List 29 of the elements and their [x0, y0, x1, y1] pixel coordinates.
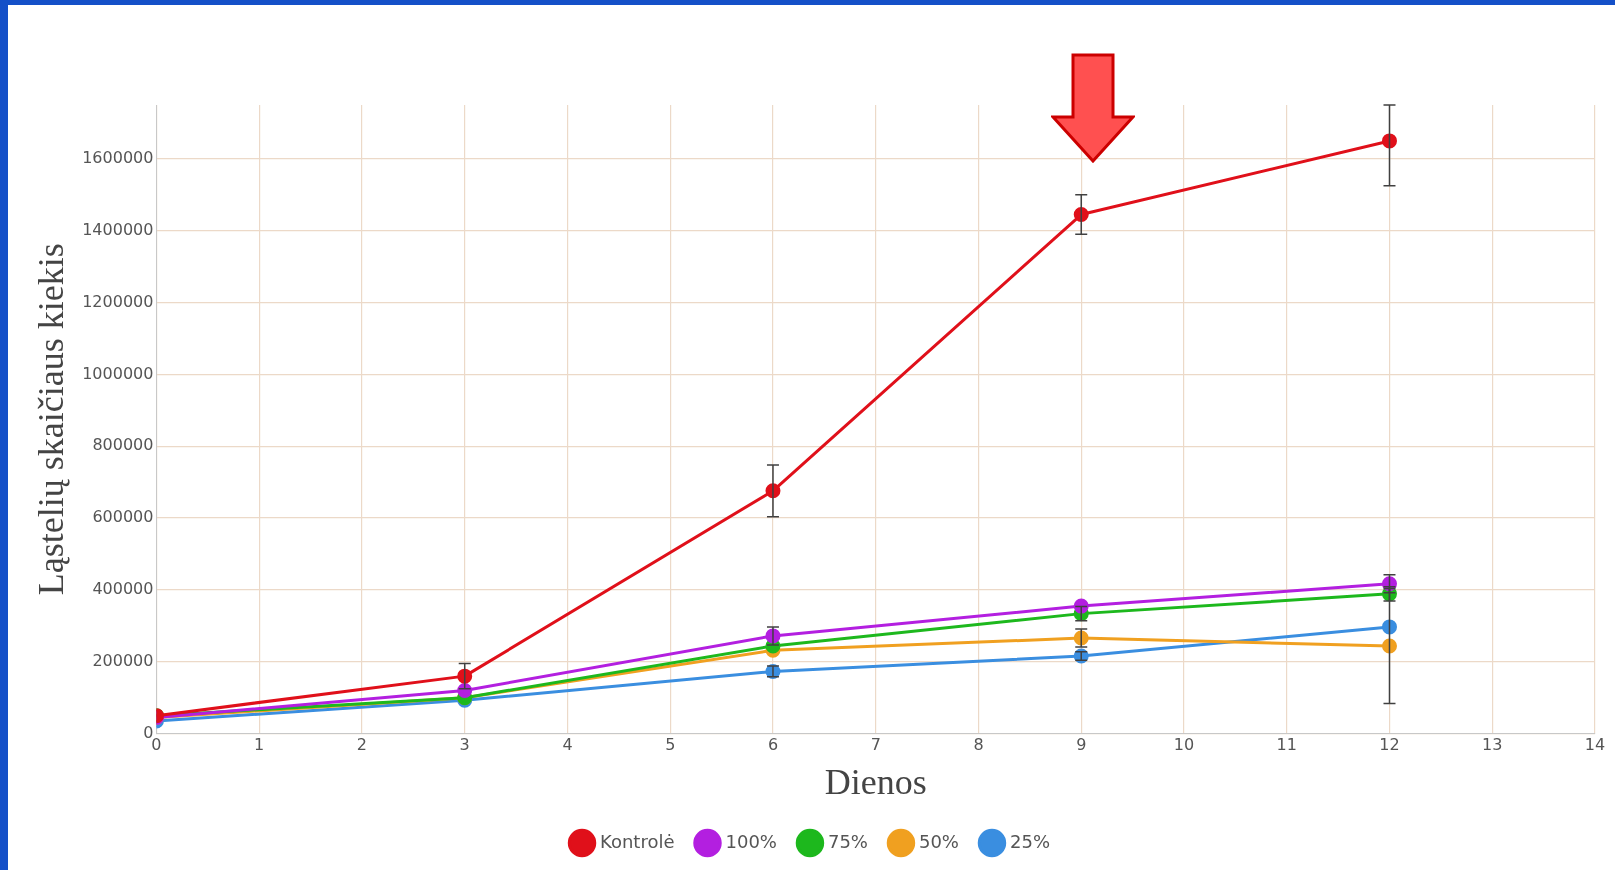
x-tick-label: 4 — [562, 735, 573, 755]
x-axis-title: Dienos — [824, 761, 927, 802]
y-tick-label: 800000 — [92, 435, 154, 455]
x-tick-label: 9 — [1076, 735, 1087, 755]
y-tick-label: 1000000 — [82, 363, 154, 383]
legend-label: 75% — [827, 830, 868, 852]
x-tick-label: 3 — [459, 735, 470, 755]
legend-label: 100% — [725, 830, 777, 852]
x-tick-label: 7 — [870, 735, 881, 755]
legend-label: Kontrolė — [600, 830, 675, 852]
x-tick-label: 12 — [1379, 735, 1400, 755]
x-tick-label: 13 — [1482, 735, 1503, 755]
legend-label: 25% — [1009, 830, 1050, 852]
y-tick-label: 600000 — [92, 507, 154, 527]
y-tick-label: 1400000 — [82, 219, 154, 239]
x-tick-label: 1 — [254, 735, 265, 755]
x-tick-label: 14 — [1584, 735, 1606, 755]
y-tick-label: 200000 — [92, 650, 154, 670]
y-tick-label: 1200000 — [82, 291, 154, 311]
y-tick-label: 400000 — [92, 579, 154, 599]
y-tick-label: 1600000 — [82, 148, 154, 168]
x-tick-label: 11 — [1276, 735, 1297, 755]
y-axis-title: Ląstelių skaičiaus kiekis — [31, 243, 72, 596]
x-tick-label: 6 — [767, 735, 779, 755]
legend-label: 50% — [918, 830, 959, 852]
x-tick-label: 10 — [1173, 735, 1195, 755]
x-tick-label: 5 — [665, 735, 676, 755]
x-tick-label: 2 — [356, 735, 368, 755]
x-tick-label: 8 — [973, 735, 984, 755]
